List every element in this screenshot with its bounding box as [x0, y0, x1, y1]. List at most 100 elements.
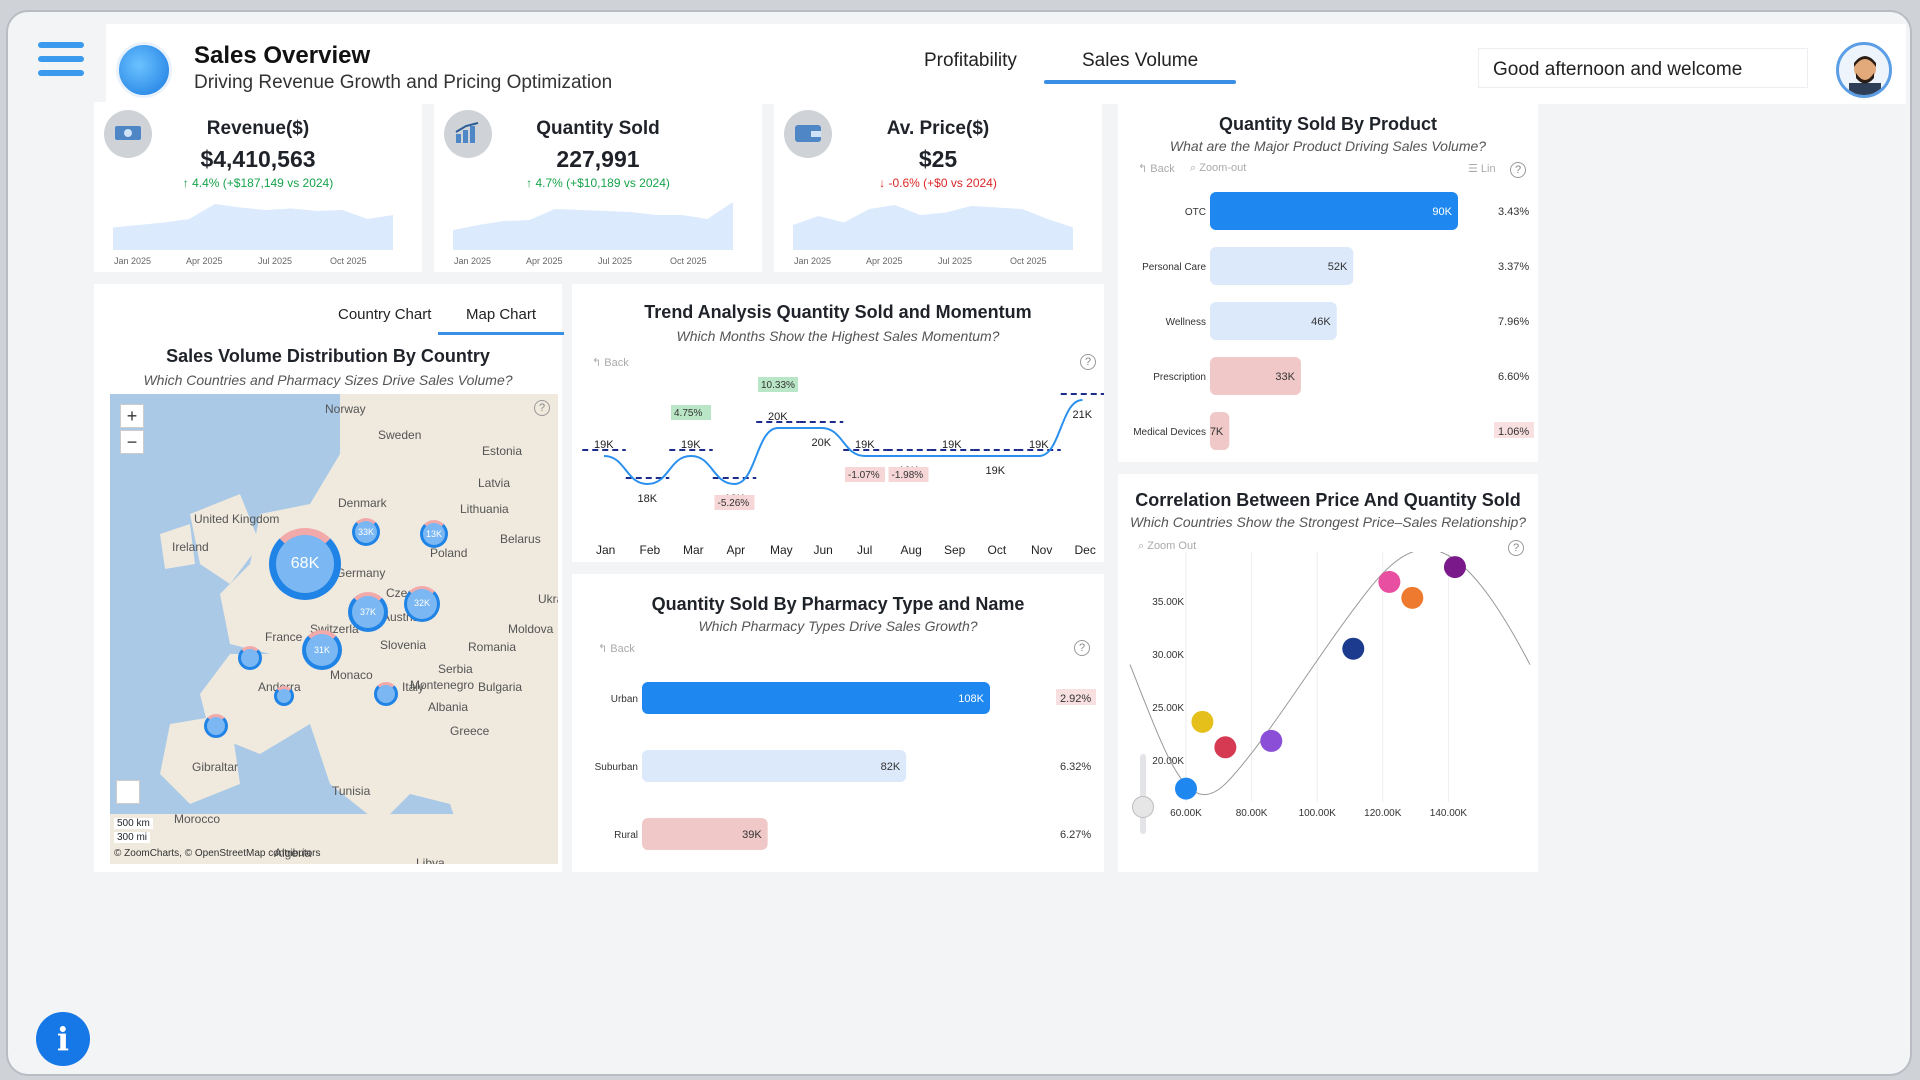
map-place-label: Ireland	[172, 540, 209, 554]
sparkline-tick-label: Jul 2025	[258, 256, 292, 266]
corr-y-tick: 20.00K	[1152, 756, 1184, 767]
corr-x-tick: 60.00K	[1170, 808, 1202, 819]
pharmacy-subtitle: Which Pharmacy Types Drive Sales Growth?	[698, 618, 978, 634]
hamburger-menu-icon[interactable]	[38, 42, 84, 82]
slider-handle[interactable]	[1132, 796, 1154, 818]
kpi-title: Quantity Sold	[536, 118, 660, 139]
money-icon	[104, 110, 152, 158]
product-chart: OTC 90K 3.43% Personal Care 52K 3.37% Wellness…	[1133, 192, 1534, 450]
trend-x-tick: Oct	[988, 543, 1007, 557]
map-bubble[interactable]	[238, 646, 262, 670]
map-place-label: Albania	[428, 700, 469, 714]
pct-badge	[1494, 422, 1534, 438]
map-place-label: Gibraltar	[192, 760, 239, 774]
map-bubble[interactable]: 13K	[420, 520, 448, 548]
tab-country-chart[interactable]: Country Chart	[338, 306, 432, 323]
sparkline-tick-label: Oct 2025	[1010, 256, 1047, 266]
kpi-card-price: Av. Price($) $25 ↓ -0.6% (+$0 vs 2024) J…	[774, 102, 1102, 272]
zoom-out-button[interactable]: ⌕ Zoom-out	[1190, 162, 1247, 174]
pharmacy-panel: Quantity Sold By Pharmacy Type and Name …	[572, 574, 1104, 872]
scatter-point	[1342, 637, 1365, 660]
tab-profitability[interactable]: Profitability	[924, 50, 1017, 71]
product-subtitle: What are the Major Product Driving Sales…	[1169, 138, 1487, 154]
zoom-out-button[interactable]: ⌕ Zoom Out	[1138, 540, 1197, 552]
bar-pct-label: 2.92%	[1060, 693, 1091, 705]
momentum-label: -1.07%	[848, 470, 880, 481]
sparkline-tick-label: Apr 2025	[526, 256, 563, 266]
trend-series-line	[603, 399, 1083, 486]
sparkline-tick-label: Jul 2025	[598, 256, 632, 266]
bar	[642, 682, 990, 714]
bar-pct-label: 3.43%	[1498, 206, 1529, 218]
corr-x-tick: 100.00K	[1299, 808, 1337, 819]
help-icon[interactable]: ?	[1508, 540, 1524, 556]
back-button[interactable]: ↰ Back	[592, 357, 629, 369]
lasso-icon[interactable]	[116, 780, 140, 804]
momentum-label: 4.75%	[674, 408, 702, 419]
map-place-label: Germany	[336, 566, 386, 580]
kpi-value: 227,991	[556, 146, 640, 172]
trend-x-tick: Jun	[814, 543, 833, 557]
map-panel: Country Chart Map Chart Sales Volume Dis…	[94, 284, 565, 872]
tab-sales-volume[interactable]: Sales Volume	[1043, 50, 1237, 84]
bar-pct-label: 1.06%	[1498, 426, 1529, 438]
sparkline-tick-label: Oct 2025	[330, 256, 367, 266]
map-bubble[interactable]: 31K	[302, 630, 342, 670]
back-button[interactable]: ↰ Back	[1138, 163, 1175, 175]
page-title: Sales Overview	[194, 42, 371, 69]
map-bubble[interactable]: 68K	[269, 528, 341, 600]
map-place-label: Libya	[416, 856, 445, 864]
info-icon[interactable]: i	[36, 1012, 90, 1066]
map-bubble[interactable]: 37K	[348, 592, 388, 632]
linear-scale-button[interactable]: ☰ Lin	[1468, 163, 1496, 175]
trend-data-label: 19K	[855, 439, 875, 451]
map-place-label: Algeria	[274, 846, 312, 860]
sparkline-tick-label: Oct 2025	[670, 256, 707, 266]
map-bubble[interactable]	[274, 686, 294, 706]
bar-value-label: 90K	[1432, 206, 1452, 218]
back-button[interactable]: ↰ Back	[598, 643, 635, 655]
quantity-sparkline: Jan 2025 Apr 2025 Jul 2025 Oct 2025	[453, 202, 733, 266]
momentum-label: 10.33%	[761, 380, 795, 391]
kpi-title: Av. Price($)	[886, 118, 990, 139]
corr-y-tick: 25.00K	[1152, 703, 1184, 714]
welcome-message: Good afternoon and welcome	[1478, 48, 1808, 88]
help-icon[interactable]: ?	[1074, 640, 1090, 656]
map-bubble[interactable]: 32K	[404, 586, 440, 622]
map-place-label: Lithuania	[460, 502, 509, 516]
zoom-in-button[interactable]: +	[120, 404, 144, 428]
help-icon[interactable]: ?	[1510, 162, 1526, 178]
land-shapes	[110, 394, 558, 864]
pharmacy-title: Quantity Sold By Pharmacy Type and Name	[651, 594, 1025, 614]
map-bubble[interactable]	[204, 714, 228, 738]
corr-title: Correlation Between Price And Quantity S…	[1135, 490, 1521, 510]
zoom-out-button[interactable]: −	[120, 430, 144, 454]
bar-category-label: Urban	[611, 694, 638, 705]
bar-value-label: 82K	[881, 761, 901, 773]
trend-data-label: 19K	[986, 465, 1006, 477]
scale-mi: 300 mi	[114, 832, 151, 843]
trend-x-tick: Feb	[640, 543, 661, 557]
bar-category-label: Medical Devices	[1133, 427, 1206, 438]
map-place-label: Morocco	[174, 812, 221, 826]
europe-map[interactable]: + − ? Norway Sweden Estonia Latvia Lithuania…	[110, 394, 558, 864]
help-icon[interactable]: ?	[534, 400, 550, 416]
map-place-label: Montenegro	[410, 678, 475, 692]
tab-map-chart[interactable]: Map Chart	[437, 306, 565, 335]
momentum-badge	[671, 405, 711, 420]
kpi-title: Revenue($)	[206, 118, 310, 139]
map-place-label: Bulgaria	[478, 680, 523, 694]
map-place-label: Belarus	[500, 532, 541, 546]
scatter-point	[1378, 570, 1401, 593]
bar-category-label: Personal Care	[1142, 262, 1206, 273]
avatar[interactable]	[1836, 42, 1892, 98]
zoom-slider[interactable]	[1140, 754, 1146, 834]
map-bubble[interactable]	[374, 682, 398, 706]
map-bubble[interactable]: 33K	[352, 518, 380, 546]
trend-x-tick: May	[770, 543, 793, 557]
help-icon[interactable]: ?	[1080, 354, 1096, 370]
sparkline-tick-label: Jul 2025	[938, 256, 972, 266]
bar-value-label: 39K	[742, 829, 762, 841]
correlation-panel: Correlation Between Price And Quantity S…	[1118, 474, 1538, 872]
bar-pct-label: 6.27%	[1060, 829, 1091, 841]
